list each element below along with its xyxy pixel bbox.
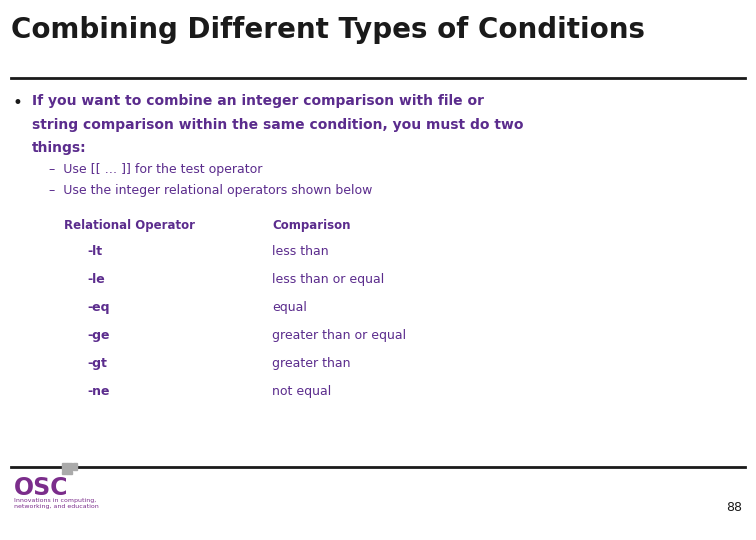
- Bar: [73, 463, 77, 467]
- Bar: [67, 467, 72, 470]
- Text: less than or equal: less than or equal: [272, 273, 384, 286]
- Text: 88: 88: [727, 501, 742, 514]
- Bar: [67, 463, 72, 467]
- Text: •: •: [12, 94, 22, 112]
- Text: OSC: OSC: [14, 476, 68, 500]
- Bar: [62, 471, 67, 474]
- Text: -ne: -ne: [87, 385, 110, 398]
- Text: -ge: -ge: [87, 329, 110, 342]
- Text: greater than or equal: greater than or equal: [272, 329, 406, 342]
- Text: If you want to combine an integer comparison with file or: If you want to combine an integer compar…: [32, 94, 484, 109]
- Text: -lt: -lt: [87, 245, 102, 258]
- Text: Relational Operator: Relational Operator: [64, 219, 195, 232]
- Text: -gt: -gt: [87, 357, 107, 370]
- Text: not equal: not equal: [272, 385, 331, 398]
- Bar: [73, 467, 77, 470]
- Text: greater than: greater than: [272, 357, 351, 370]
- Text: Comparison: Comparison: [272, 219, 351, 232]
- Bar: [67, 471, 72, 474]
- Text: Innovations in computing,
networking, and education: Innovations in computing, networking, an…: [14, 498, 98, 509]
- Text: –  Use [[ … ]] for the test operator: – Use [[ … ]] for the test operator: [49, 163, 262, 176]
- Text: -eq: -eq: [87, 301, 110, 314]
- Text: less than: less than: [272, 245, 329, 258]
- Text: string comparison within the same condition, you must do two: string comparison within the same condit…: [32, 118, 523, 132]
- Text: -le: -le: [87, 273, 104, 286]
- Text: –  Use the integer relational operators shown below: – Use the integer relational operators s…: [49, 184, 373, 197]
- Bar: [62, 463, 67, 467]
- Text: things:: things:: [32, 141, 86, 155]
- Text: Combining Different Types of Conditions: Combining Different Types of Conditions: [11, 16, 646, 44]
- Text: equal: equal: [272, 301, 307, 314]
- Bar: [62, 467, 67, 470]
